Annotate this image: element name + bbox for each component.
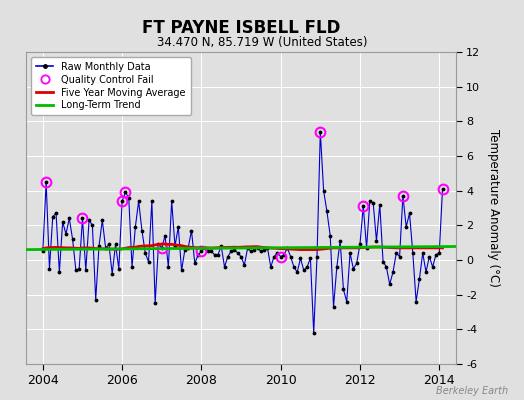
Title: FT PAYNE ISBELL FLD: FT PAYNE ISBELL FLD [142,18,340,36]
Y-axis label: Temperature Anomaly (°C): Temperature Anomaly (°C) [487,129,500,287]
Text: Berkeley Earth: Berkeley Earth [436,386,508,396]
Legend: Raw Monthly Data, Quality Control Fail, Five Year Moving Average, Long-Term Tren: Raw Monthly Data, Quality Control Fail, … [31,57,191,115]
Text: 34.470 N, 85.719 W (United States): 34.470 N, 85.719 W (United States) [157,36,367,49]
